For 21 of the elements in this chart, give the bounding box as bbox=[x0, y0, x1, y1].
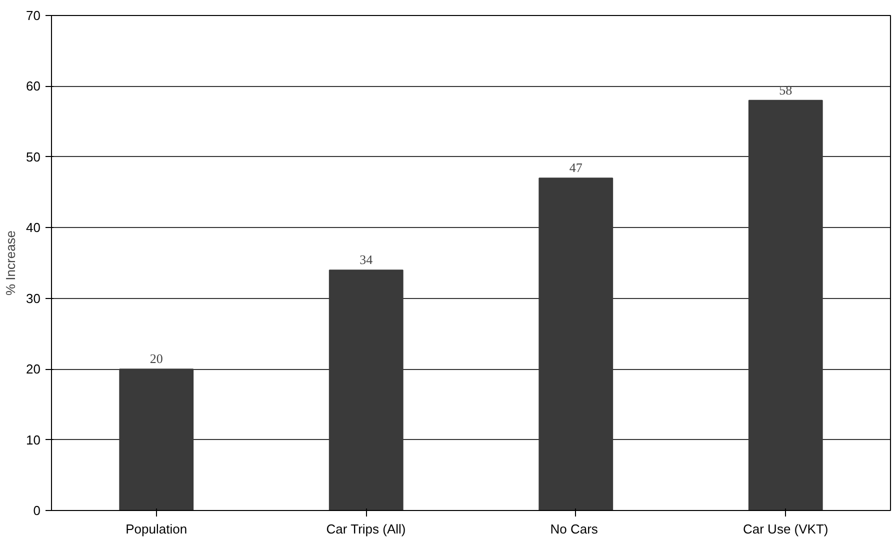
x-tick-label: Car Use (VKT) bbox=[743, 522, 828, 536]
data-label: 20 bbox=[150, 351, 163, 366]
data-label: 47 bbox=[569, 160, 583, 176]
x-tick-label: No Cars bbox=[550, 522, 598, 536]
x-tick-label: Population bbox=[126, 522, 188, 536]
bar bbox=[119, 368, 194, 510]
y-tick-label: 70 bbox=[26, 8, 41, 23]
bar bbox=[748, 100, 823, 510]
bar bbox=[328, 270, 404, 510]
y-tick-label: 30 bbox=[26, 290, 41, 306]
y-tick-label: 0 bbox=[33, 503, 41, 518]
data-label: 34 bbox=[360, 252, 374, 268]
y-tick-label: 50 bbox=[26, 149, 41, 164]
bar bbox=[538, 178, 614, 510]
y-tick-label: 40 bbox=[26, 220, 41, 236]
y-tick-label: 10 bbox=[26, 432, 41, 448]
data-label: 58 bbox=[779, 82, 792, 98]
y-tick-label: 60 bbox=[26, 78, 41, 94]
x-tick-label: Car Trips (All) bbox=[326, 522, 406, 536]
y-tick-label: 20 bbox=[26, 362, 41, 377]
y-axis-title: % Increase bbox=[3, 230, 18, 296]
